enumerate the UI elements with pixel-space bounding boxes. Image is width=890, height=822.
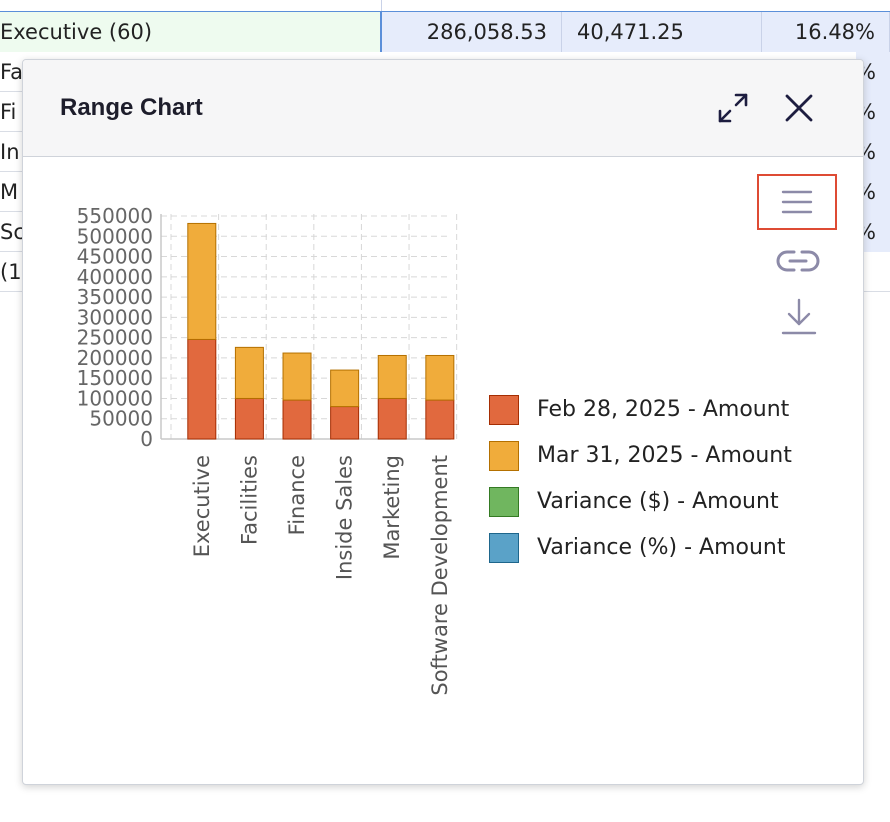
bar-segment	[187, 338, 217, 440]
x-tick-label: Inside Sales	[333, 455, 357, 580]
chart-menu-button[interactable]	[757, 174, 837, 230]
legend-swatch	[489, 441, 519, 471]
expand-icon[interactable]	[715, 90, 751, 126]
bar-segment	[234, 397, 264, 440]
bar-segment	[377, 397, 407, 440]
bar-segment	[425, 399, 455, 440]
y-tick-label: 50000	[89, 407, 153, 431]
y-tick-label: 250000	[77, 326, 153, 350]
range-chart: 0500001000001500002000002500003000003500…	[77, 204, 458, 696]
y-tick-label: 0	[140, 427, 153, 451]
close-icon[interactable]	[781, 90, 817, 126]
legend-swatch	[489, 395, 519, 425]
row-name-cell[interactable]: Fa	[0, 60, 24, 84]
x-tick-label: Executive	[190, 455, 214, 557]
value-cell[interactable]: 40,471.25	[562, 12, 762, 52]
row-name-cell[interactable]: M	[0, 180, 19, 204]
y-tick-label: 300000	[77, 305, 153, 329]
bar-segment	[330, 369, 360, 408]
y-tick-label: 500000	[77, 224, 153, 248]
x-tick-label: Software Development	[428, 455, 452, 696]
bar-segment	[377, 354, 407, 399]
y-tick-label: 200000	[77, 346, 153, 370]
y-tick-label: 150000	[77, 366, 153, 390]
dialog-header: Range Chart	[23, 60, 863, 157]
x-tick-label: Facilities	[237, 455, 261, 545]
bar-segment	[234, 346, 264, 399]
table-row[interactable]: Executive (60) 286,058.53 40,471.25 16.4…	[0, 11, 890, 52]
legend-label: Mar 31, 2025 - Amount	[537, 443, 792, 468]
bar-segment	[187, 222, 217, 340]
column-divider	[381, 0, 382, 12]
legend-label: Feb 28, 2025 - Amount	[537, 397, 790, 422]
x-tick-label: Finance	[285, 455, 309, 535]
row-name-cell[interactable]: Executive (60)	[0, 12, 382, 52]
value-cell[interactable]: 286,058.53	[382, 12, 562, 52]
download-icon[interactable]	[779, 296, 819, 338]
row-name-cell[interactable]: Fi	[0, 100, 17, 124]
legend-label: Variance ($) - Amount	[537, 489, 779, 514]
link-icon[interactable]	[775, 244, 821, 278]
row-name-cell[interactable]: Sc	[0, 220, 25, 244]
hamburger-menu-icon	[781, 190, 813, 214]
y-tick-label: 350000	[77, 285, 153, 309]
y-tick-label: 100000	[77, 386, 153, 410]
row-name-cell[interactable]: (1	[0, 260, 22, 284]
legend-label: Variance (%) - Amount	[537, 535, 786, 560]
row-name-cell[interactable]: In	[0, 140, 20, 164]
dialog-title: Range Chart	[60, 94, 203, 121]
bar-segment	[282, 399, 312, 440]
value-cell[interactable]: 16.48%	[762, 12, 890, 52]
bar-segment	[425, 354, 455, 401]
legend-swatch	[489, 533, 519, 563]
y-tick-label: 550000	[77, 204, 153, 228]
legend-swatch	[489, 487, 519, 517]
bar-segment	[330, 406, 360, 440]
y-tick-label: 400000	[77, 265, 153, 289]
bar-segment	[282, 352, 312, 401]
x-tick-label: Marketing	[380, 455, 404, 560]
range-chart-dialog: Range Chart	[22, 59, 864, 785]
y-tick-label: 450000	[77, 245, 153, 269]
